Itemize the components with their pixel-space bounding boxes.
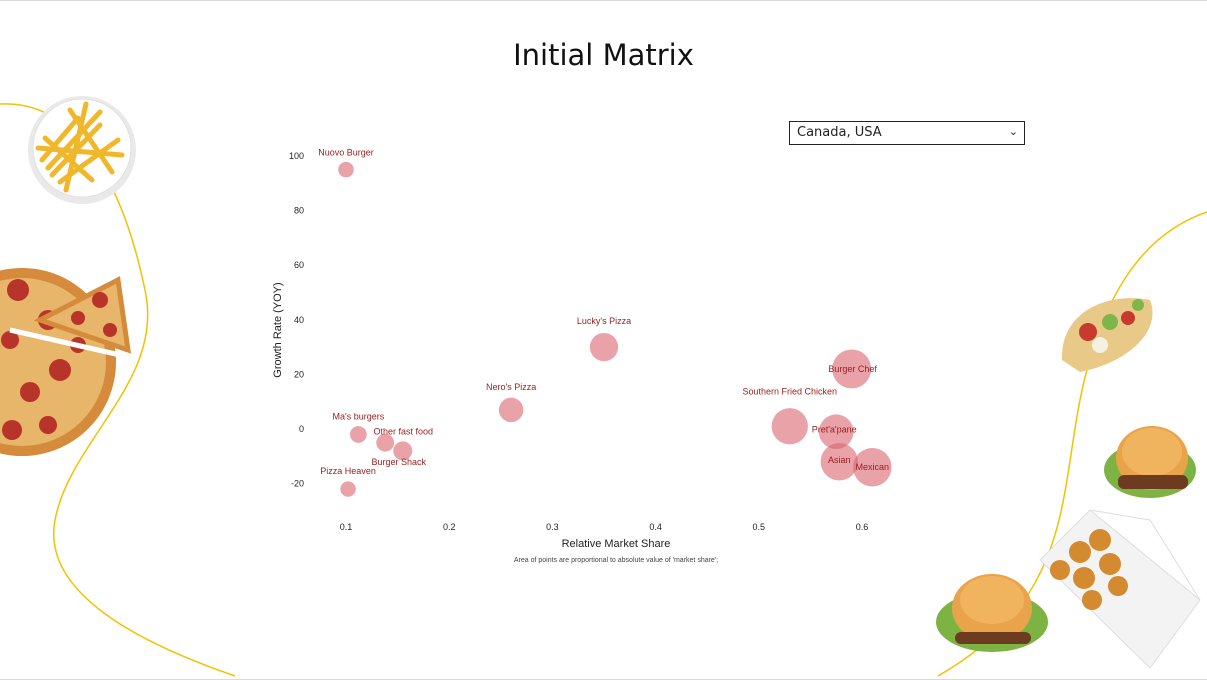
bubble-label: Southern Fried Chicken xyxy=(742,386,837,396)
bubble-point xyxy=(340,481,356,497)
burger-image xyxy=(1104,426,1196,498)
y-axis-label: Growth Rate (YOY) xyxy=(272,282,284,377)
bubble-label: Ma's burgers xyxy=(333,411,385,421)
bubble-point xyxy=(853,447,892,487)
x-tick-label: 0.2 xyxy=(443,522,456,532)
pizza-image xyxy=(0,268,132,456)
bubble-point xyxy=(771,408,808,445)
region-select[interactable]: Canada, USA ⌄ xyxy=(789,121,1025,145)
page-title: Initial Matrix xyxy=(513,38,694,72)
bubble-point xyxy=(350,426,367,443)
bubble-label: Other fast food xyxy=(373,427,433,437)
bubble-label: Burger Shack xyxy=(371,457,426,467)
bubble-label: Burger Chef xyxy=(828,364,877,374)
chevron-down-icon: ⌄ xyxy=(1008,125,1018,138)
bubble-label: Lucky's Pizza xyxy=(577,316,631,326)
bubble-label: Nuovo Burger xyxy=(318,148,374,158)
bubble-point xyxy=(338,161,354,178)
bubble-point xyxy=(820,443,859,481)
y-tick-label: -20 xyxy=(291,479,304,489)
bubble-label: Nero's Pizza xyxy=(486,382,536,392)
bubble-label: Pret'a'pane xyxy=(812,425,857,435)
x-axis-label: Relative Market Share xyxy=(562,538,671,550)
bubble-point xyxy=(393,441,413,461)
bubble-point xyxy=(376,433,395,452)
y-tick-label: 60 xyxy=(294,260,304,270)
bubble-point xyxy=(498,397,524,423)
bubble-label: Pizza Heaven xyxy=(320,466,376,476)
y-tick-label: 40 xyxy=(294,315,304,325)
nuggets-box-image xyxy=(1039,509,1201,669)
taco-image xyxy=(1061,298,1153,372)
x-tick-label: 0.6 xyxy=(856,522,869,532)
fries-bowl-image xyxy=(28,96,136,204)
x-tick-label: 0.3 xyxy=(546,522,559,532)
chart-footnote: Area of points are proportional to absol… xyxy=(514,557,718,564)
bubble-point xyxy=(818,414,854,450)
bubble-label: Asian xyxy=(828,455,851,465)
bubble-point xyxy=(832,349,872,389)
burger-image-2 xyxy=(936,574,1048,652)
bubble-point xyxy=(589,332,619,362)
bubble-label: Mexican xyxy=(856,462,890,472)
y-tick-label: 80 xyxy=(294,206,304,216)
y-tick-label: 100 xyxy=(289,151,304,161)
x-tick-label: 0.5 xyxy=(753,522,766,532)
x-tick-label: 0.4 xyxy=(649,522,662,532)
y-tick-label: 20 xyxy=(294,369,304,379)
region-select-value: Canada, USA xyxy=(797,125,882,140)
x-tick-label: 0.1 xyxy=(340,522,353,532)
y-tick-label: 0 xyxy=(299,424,304,434)
